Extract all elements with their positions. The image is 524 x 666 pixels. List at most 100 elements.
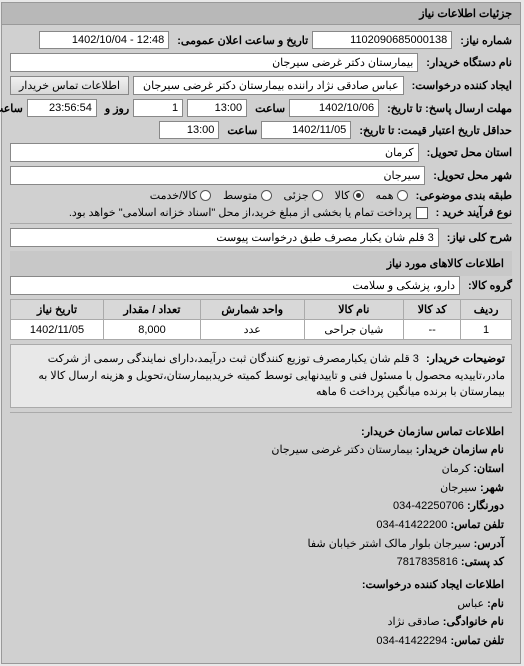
announce-label: تاریخ و ساعت اعلان عمومی: [174,34,309,47]
requester-value: عباس صادقی نژاد راننده بیمارستان دکتر غر… [134,76,405,95]
row-purchase-type: نوع فرآیند خرید : پرداخت تمام یا بخشی از… [11,206,513,219]
need-desc-value: 3 قلم شان یکبار مصرف طبق درخواست پیوست [11,228,440,247]
radio-service-label: کالا/خدمت [151,189,198,202]
row-validity: حداقل تاریخ اعتبار قیمت: تا تاریخ: 1402/… [11,121,513,139]
requester-label: ایجاد کننده درخواست: [409,79,513,92]
deadline-time: 13:00 [188,99,248,117]
goods-table: ردیف کد کالا نام کالا واحد شمارش تعداد /… [11,299,513,340]
request-number-label: شماره نیاز: [457,34,513,47]
contact-addr-lbl: آدرس: [475,538,505,550]
purchase-type-label: نوع فرآیند خرید : [433,206,513,219]
row-province: استان محل تحویل: کرمان [11,143,513,162]
buyer-org-label: نام دستگاه خریدار: [423,56,513,69]
creator-tel: تلفن تماس: 41422294-034 [19,632,505,651]
creator-name: نام: عباس [19,595,505,614]
radio-medium-label: متوسط [224,189,259,202]
deadline-label: مهلت ارسال پاسخ: تا تاریخ: [384,102,513,115]
purchase-type-checkbox[interactable] [417,207,429,219]
validity-date: 1402/11/05 [262,121,352,139]
row-city: شهر محل تحویل: سیرجان [11,166,513,185]
radio-goods[interactable]: کالا [336,189,365,202]
goods-group-label: گروه کالا: [465,279,513,292]
contact-title: اطلاعات تماس سازمان خریدار: [19,423,505,442]
contact-fax-val: 42250706-034 [394,500,465,512]
contact-org-val: بیمارستان دکتر غرضی سیرجان [272,444,413,456]
cell-row: 1 [462,320,513,340]
contact-city-val: سیرجان [441,482,478,494]
contact-zip: کد پستی: 7817835816 [19,553,505,572]
col-row: ردیف [462,300,513,320]
contact-zip-lbl: کد پستی: [462,556,505,568]
contact-city: شهر: سیرجان [19,479,505,498]
contact-tel-val: 41422200-034 [377,519,448,531]
goods-group-value: دارو، پزشکی و سلامت [11,276,461,295]
contact-buyer-button[interactable]: اطلاعات تماس خریدار [11,76,130,95]
contact-prov-val: کرمان [443,463,472,475]
request-number-value: 1102090685000138 [313,31,453,49]
contact-zip-val: 7817835816 [398,556,459,568]
cell-date: 1402/11/05 [12,320,105,340]
purchase-type-note: پرداخت تمام یا بخشی از مبلغ خرید،از محل … [70,206,413,219]
row-subject-group: طبقه بندی موضوعی: همه کالا جزئی متوسط کا… [11,189,513,202]
contact-org-lbl: نام سازمان خریدار: [417,444,505,456]
contact-addr-val: سیرجان بلوار مالک اشتر خیابان شفا [309,538,472,550]
radio-minor[interactable]: جزئی [285,189,324,202]
table-row: 1 -- شیان جراحی عدد 8,000 1402/11/05 [12,320,513,340]
announce-value: 12:48 - 1402/10/04 [40,31,170,49]
buyer-org-value: بیمارستان دکتر غرضی سیرجان [11,53,419,72]
divider-2 [11,412,513,413]
contact-prov-lbl: استان: [474,463,505,475]
subject-radio-group: همه کالا جزئی متوسط کالا/خدمت [151,189,409,202]
contact-fax: دورنگار: 42250706-034 [19,497,505,516]
contact-fax-lbl: دورنگار: [468,500,505,512]
deadline-remain: 23:56:54 [28,99,98,117]
creator-name-lbl: نام: [488,598,505,610]
details-panel: جزئیات اطلاعات نیاز شماره نیاز: 11020906… [2,2,522,664]
radio-all[interactable]: همه [377,189,409,202]
contact-addr: آدرس: سیرجان بلوار مالک اشتر خیابان شفا [19,535,505,554]
radio-medium[interactable]: متوسط [224,189,273,202]
row-deadline: مهلت ارسال پاسخ: تا تاریخ: 1402/10/06 سا… [11,99,513,117]
goods-table-head: ردیف کد کالا نام کالا واحد شمارش تعداد /… [12,300,513,320]
cell-unit: عدد [201,320,305,340]
cell-code: -- [405,320,462,340]
row-request-number: شماره نیاز: 1102090685000138 تاریخ و ساع… [11,31,513,49]
buyer-notes-box: توضیحات خریدار: 3 قلم شان یکبارمصرف توزی… [11,344,513,408]
deadline-days: 1 [134,99,184,117]
col-qty: تعداد / مقدار [105,300,202,320]
radio-service[interactable]: کالا/خدمت [151,189,212,202]
validity-label: حداقل تاریخ اعتبار قیمت: تا تاریخ: [356,124,513,137]
province-label: استان محل تحویل: [424,146,513,159]
radio-all-label: همه [377,189,395,202]
city-value: سیرجان [11,166,426,185]
deadline-time-label: ساعت [252,102,286,115]
contact-block: اطلاعات تماس سازمان خریدار: نام سازمان خ… [11,417,513,657]
deadline-date: 1402/10/06 [290,99,380,117]
city-label: شهر محل تحویل: [430,169,513,182]
validity-time-label: ساعت [224,124,258,137]
cell-name: شیان جراحی [305,320,405,340]
province-value: کرمان [11,143,420,162]
row-buyer-org: نام دستگاه خریدار: بیمارستان دکتر غرضی س… [11,53,513,72]
deadline-remain-label: ساعت باقی مانده [0,102,24,115]
divider-1 [11,223,513,224]
creator-name-val: عباس [458,598,485,610]
contact-tel-lbl: تلفن تماس: [451,519,505,531]
col-code: کد کالا [405,300,462,320]
radio-minor-label: جزئی [285,189,310,202]
panel-title: جزئیات اطلاعات نیاز [3,3,521,25]
creator-tel-val: 41422294-034 [377,635,448,647]
contact-tel: تلفن تماس: 41422200-034 [19,516,505,535]
contact-org: نام سازمان خریدار: بیمارستان دکتر غرضی س… [19,441,505,460]
creator-title: اطلاعات ایجاد کننده درخواست: [19,576,505,595]
cell-qty: 8,000 [105,320,202,340]
col-unit: واحد شمارش [201,300,305,320]
validity-time: 13:00 [160,121,220,139]
col-date: تاریخ نیاز [12,300,105,320]
creator-tel-lbl: تلفن تماس: [451,635,505,647]
goods-section-title: اطلاعات کالاهای مورد نیاز [11,251,513,276]
panel-body: شماره نیاز: 1102090685000138 تاریخ و ساع… [3,25,521,663]
goods-table-body: 1 -- شیان جراحی عدد 8,000 1402/11/05 [12,320,513,340]
col-name: نام کالا [305,300,405,320]
subject-group-label: طبقه بندی موضوعی: [413,189,513,202]
